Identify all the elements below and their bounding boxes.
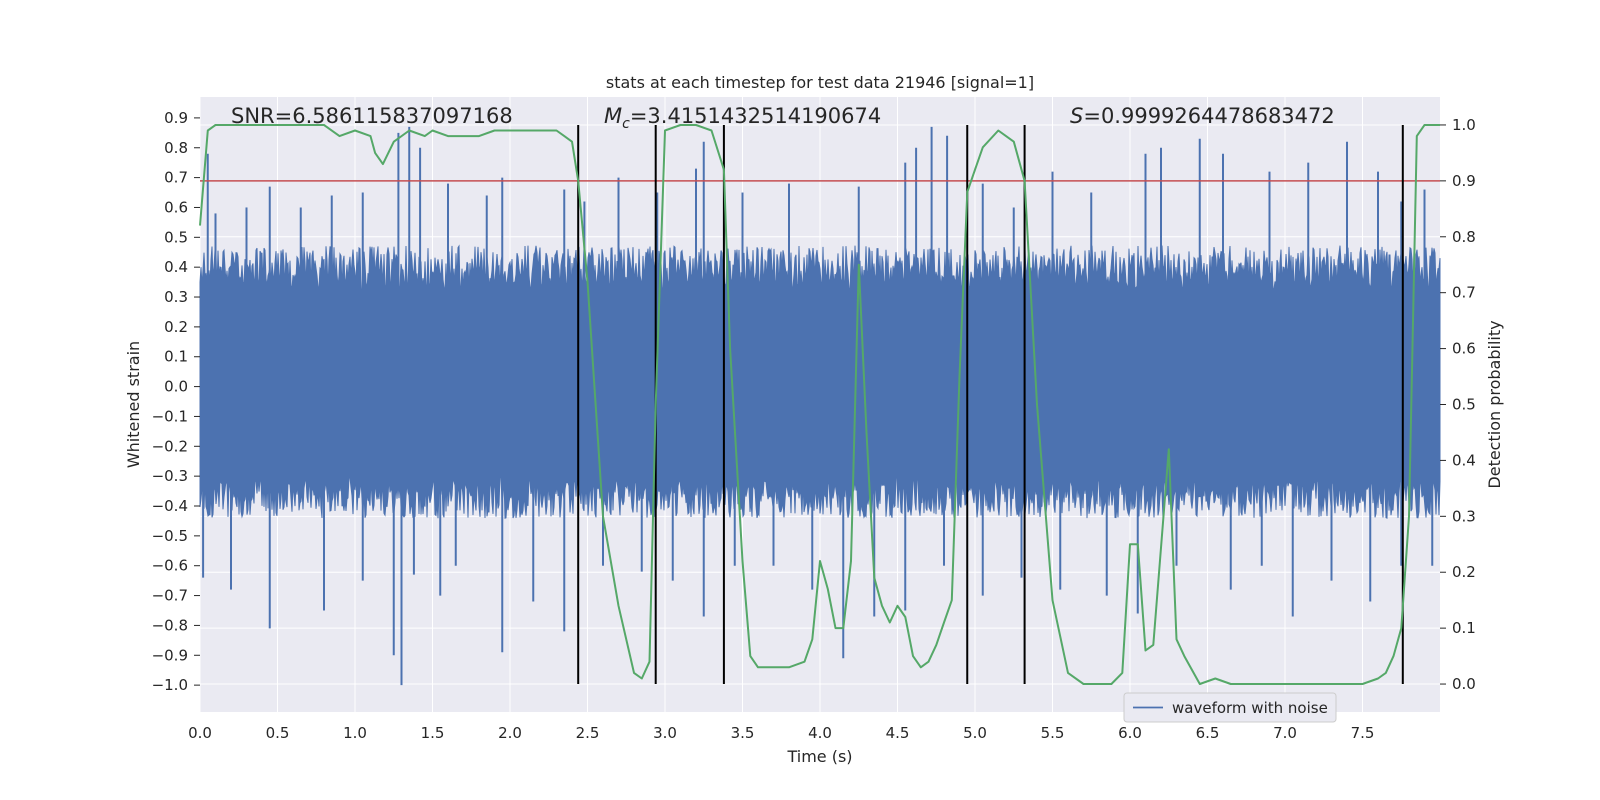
right-axis-label: Detection probability (1485, 320, 1504, 488)
x-tick-label: 0.5 (266, 724, 290, 742)
left-axis-label: Whitened strain (124, 341, 143, 468)
right-tick-label: 0.6 (1452, 340, 1476, 358)
left-tick-label: 0.3 (164, 288, 188, 306)
left-tick-label: −0.1 (152, 407, 188, 425)
x-tick-label: 2.0 (498, 724, 522, 742)
left-tick-label: 0.4 (164, 258, 188, 276)
chirp-mass-subscript: c (622, 116, 630, 132)
left-tick-label: 0.7 (164, 169, 188, 187)
x-tick-label: 1.5 (421, 724, 445, 742)
spin-annotation: S=0.9999264478683472 (1070, 104, 1335, 128)
chirp-mass-annotation: Mc=3.4151432514190674 (604, 104, 881, 132)
x-tick-label: 4.5 (886, 724, 910, 742)
right-tick-label: 0.2 (1452, 563, 1476, 581)
x-tick-label: 7.0 (1273, 724, 1297, 742)
left-tick-label: −0.4 (152, 497, 188, 515)
x-tick-label: 2.5 (576, 724, 600, 742)
spin-symbol: S (1070, 104, 1083, 128)
left-tick-label: 0.0 (164, 378, 188, 396)
left-tick-label: −0.6 (152, 557, 188, 575)
right-tick-label: 1.0 (1452, 116, 1476, 134)
right-tick-label: 0.1 (1452, 619, 1476, 637)
x-tick-label: 3.5 (731, 724, 755, 742)
x-tick-label: 6.5 (1196, 724, 1220, 742)
x-tick-label: 7.5 (1351, 724, 1375, 742)
left-tick-label: 0.5 (164, 228, 188, 246)
left-tick-label: −0.5 (152, 527, 188, 545)
spin-value: =0.9999264478683472 (1083, 104, 1334, 128)
probability-series (199, 124, 1440, 685)
x-tick-label: 6.0 (1118, 724, 1142, 742)
right-tick-label: 0.8 (1452, 228, 1476, 246)
right-tick-label: 0.5 (1452, 396, 1476, 414)
probability-line (199, 124, 1440, 685)
x-tick-label: 5.5 (1041, 724, 1065, 742)
legend-box (1123, 692, 1337, 723)
left-tick-label: 0.2 (164, 318, 188, 336)
legend-label: waveform with noise (1172, 699, 1328, 717)
left-tick-label: 0.9 (164, 109, 188, 127)
left-tick-label: −0.8 (152, 616, 188, 634)
x-tick-label: 0.0 (188, 724, 212, 742)
left-tick-label: −0.9 (152, 646, 188, 664)
right-tick-label: 0.3 (1452, 507, 1476, 525)
left-tick-label: −0.3 (152, 467, 188, 485)
left-axis-ticks: 0.9 0.8 0.7 0.6 0.5 0.4 0.3 0.2 0.1 0.0 −0.1 −0.2 −0… (152, 109, 200, 694)
chart-title: stats at each timestep for test data 219… (606, 73, 1034, 92)
right-axis-ticks: 1.0 0.9 0.8 0.7 0.6 0.5 0.4 0.3 0.2 0.1 0.0 (1440, 116, 1476, 693)
legend: waveform with noise (1123, 692, 1337, 723)
right-tick-label: 0.0 (1452, 675, 1476, 693)
left-tick-label: −0.7 (152, 587, 188, 605)
right-tick-label: 0.4 (1452, 451, 1476, 469)
right-tick-label: 0.9 (1452, 172, 1476, 190)
waveform-noise-band (199, 244, 1441, 519)
left-tick-label: 0.6 (164, 198, 188, 216)
x-tick-label: 4.0 (808, 724, 832, 742)
right-tick-label: 0.7 (1452, 284, 1476, 302)
x-axis-label: Time (s) (786, 747, 852, 766)
left-tick-label: −1.0 (152, 676, 188, 694)
snr-annotation: SNR=6.586115837097168 (231, 104, 513, 128)
x-tick-label: 5.0 (963, 724, 987, 742)
left-tick-label: 0.8 (164, 139, 188, 157)
chirp-mass-symbol: M (604, 104, 622, 128)
chirp-mass-value: =3.4151432514190674 (630, 104, 881, 128)
left-tick-label: −0.2 (152, 437, 188, 455)
x-axis-ticks: 0.0 0.5 1.0 1.5 2.0 2.5 3.0 3.5 4.0 4.5 5.0 5.5 6.0 6… (188, 724, 1374, 742)
left-tick-label: 0.1 (164, 348, 188, 366)
x-tick-label: 1.0 (343, 724, 367, 742)
waveform-series (199, 126, 1441, 686)
x-tick-label: 3.0 (653, 724, 677, 742)
